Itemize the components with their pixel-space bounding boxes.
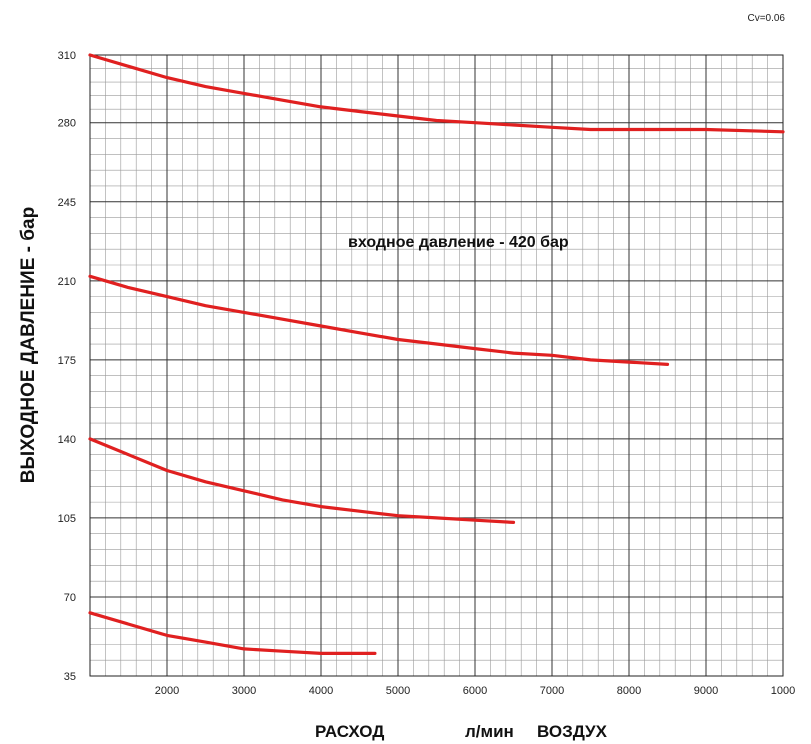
series-line-2 (88, 274, 670, 366)
x-tick-label: 6000 (463, 685, 487, 697)
y-tick-label: 245 (58, 197, 76, 209)
x-tick-labels: 2000 3000 4000 5000 6000 7000 8000 9000 1000 (155, 685, 795, 697)
major-grid (90, 55, 783, 676)
y-tick-label: 280 (58, 118, 76, 130)
plot-frame (89, 54, 784, 677)
y-tick-labels: 35 70 105 140 175 210 245 280 310 (58, 50, 76, 683)
x-tick-label: 8000 (617, 685, 641, 697)
x-tick-label: 4000 (309, 685, 333, 697)
x-axis-label-medium: ВОЗДУХ (537, 722, 608, 741)
y-tick-label: 310 (58, 50, 76, 62)
y-tick-label: 210 (58, 276, 76, 288)
cv-note: Cv=0.06 (747, 13, 785, 24)
minor-grid (90, 55, 783, 676)
x-tick-label: 7000 (540, 685, 564, 697)
y-tick-label: 70 (64, 592, 76, 604)
series-line-4 (88, 611, 377, 656)
x-tick-label: 5000 (386, 685, 410, 697)
series-lines (88, 53, 785, 656)
series-line-1 (88, 53, 785, 134)
inlet-pressure-annotation: входное давление - 420 бар (348, 234, 569, 251)
x-tick-label: 2000 (155, 685, 179, 697)
x-tick-label: 3000 (232, 685, 256, 697)
x-tick-label: 9000 (694, 685, 718, 697)
y-tick-label: 105 (58, 513, 76, 525)
y-tick-label: 175 (58, 355, 76, 367)
series-line-3 (88, 437, 516, 525)
x-axis-label-unit: л/мин (465, 722, 514, 741)
y-axis-label: ВЫХОДНОЕ ДАВЛЕНИЕ - бар (18, 207, 39, 483)
x-tick-label: 1000 (771, 685, 795, 697)
y-tick-label: 140 (58, 434, 76, 446)
y-tick-label: 35 (64, 671, 76, 683)
x-axis-label-flow: РАСХОД (315, 722, 384, 741)
